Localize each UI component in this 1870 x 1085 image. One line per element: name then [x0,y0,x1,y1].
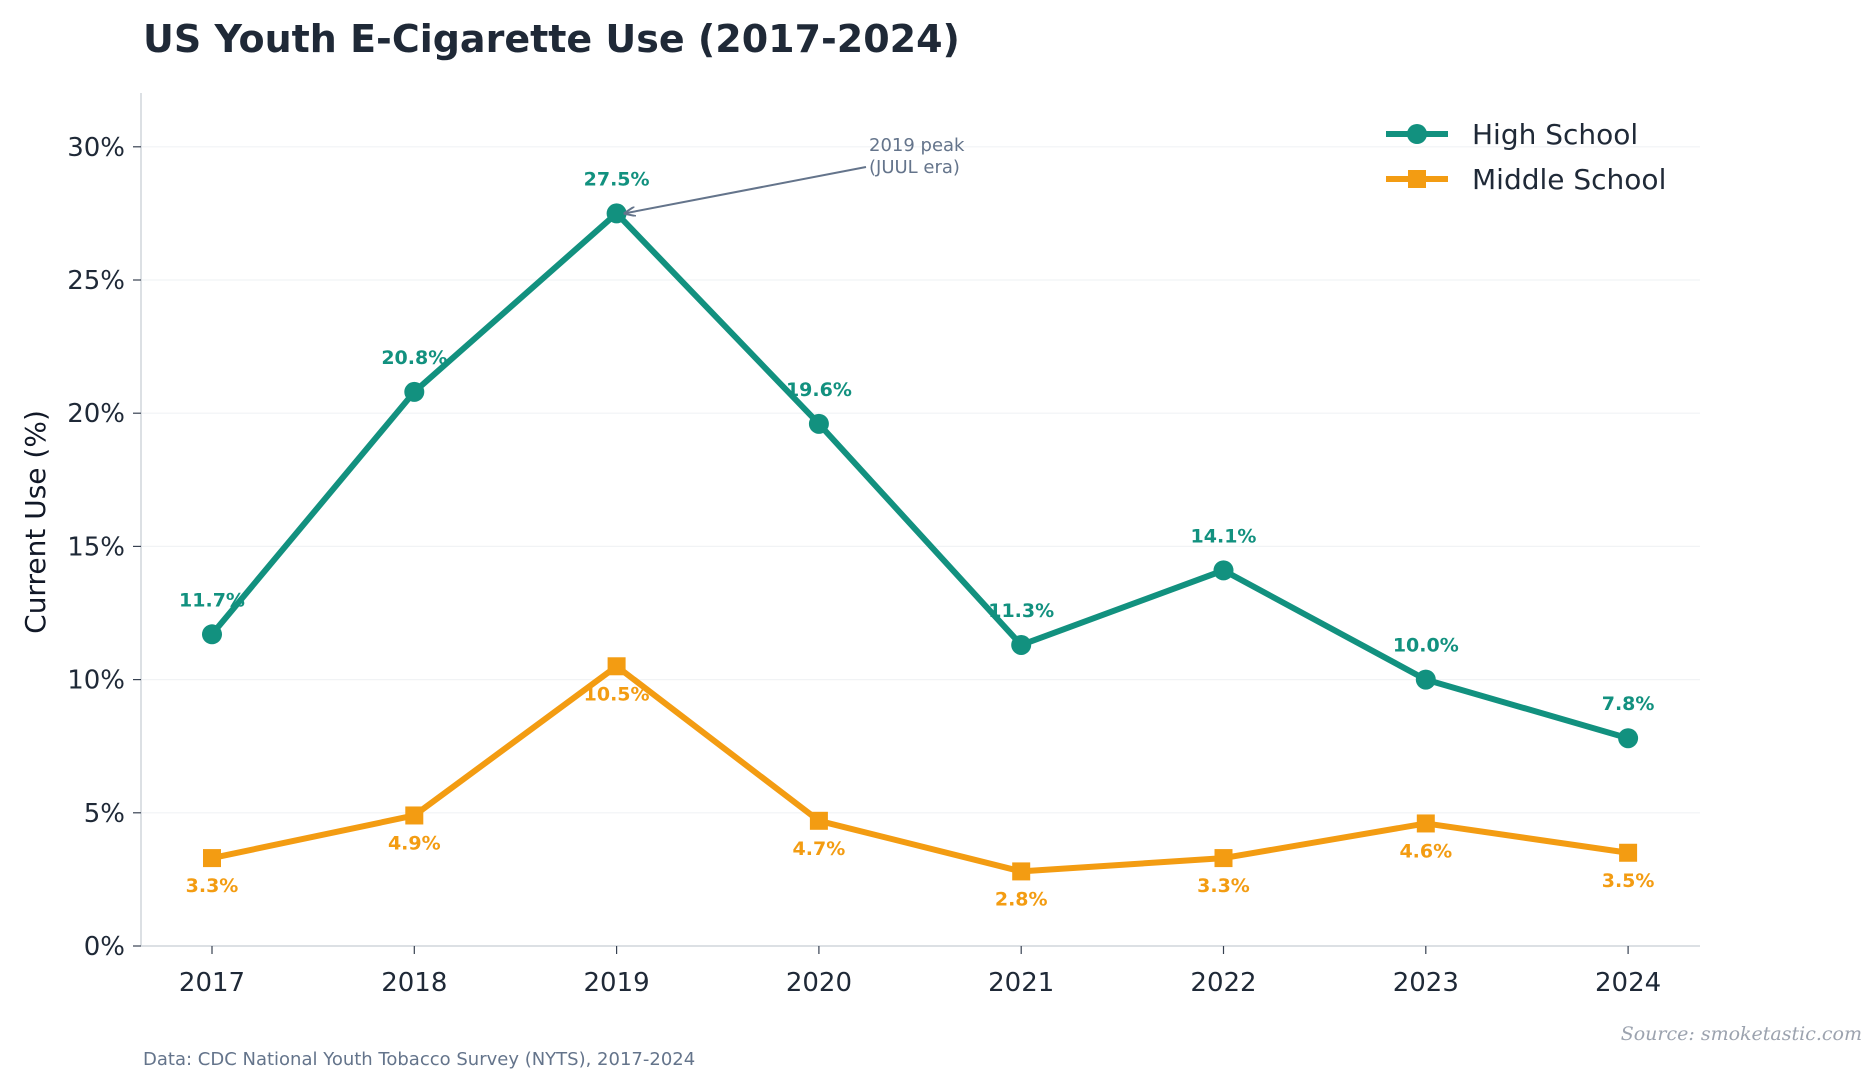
annotation-arrow [625,166,867,213]
y-tick-label: 30% [67,133,125,163]
x-tick-label: 2020 [786,968,852,998]
data-point [202,624,222,645]
data-point [606,203,627,224]
annotation: 2019 peak(JUUL era) [625,135,965,213]
footnote: Data: CDC National Youth Tobacco Survey … [143,1049,695,1070]
x-tick-label: 2024 [1595,968,1661,998]
series-middle-school: 3.3% 4.9% 10.5% 4.7% 2.8% 3.3% 4.6% 3.5% [186,657,1655,910]
series-high-school: 11.7% 20.8% 27.5% 19.6% 11.3% 14.1% 10.0% 7.8% [179,168,1655,749]
data-point [1012,862,1031,881]
data-point [1415,669,1436,690]
data-point [1214,849,1233,868]
data-point [809,811,828,830]
x-tick-label: 2018 [381,968,447,998]
data-point [1416,814,1435,833]
series-line [209,663,1632,875]
x-tick-label: 2019 [584,968,650,998]
legend: High School Middle School [1386,118,1666,196]
data-label: 11.3% [988,600,1054,622]
data-point [1213,560,1234,581]
data-point [1619,843,1638,862]
y-tick-label: 10% [67,666,125,696]
data-label: 20.8% [381,347,447,369]
data-label: 11.7% [179,589,245,611]
data-point [404,381,425,402]
chart-title: US Youth E-Cigarette Use (2017-2024) [143,17,960,61]
y-axis-label: Current Use (%) [19,410,52,634]
y-tick-label: 20% [67,399,125,429]
series-layer: 11.7%20.8%27.5%19.6%11.3%14.1%10.0%7.8%3… [179,168,1654,910]
x-tick-label: 2021 [988,968,1054,998]
x-tick-label: 2023 [1393,968,1459,998]
axes [140,93,1700,947]
data-point [808,413,829,434]
data-label: 7.8% [1602,693,1655,715]
data-point [607,657,626,676]
data-point [1011,634,1032,655]
data-label: 10.0% [1393,635,1459,657]
x-tick-labels: 2017 2018 2019 2020 2021 2022 2023 2024 [179,946,1661,998]
legend-label: High School [1472,118,1638,151]
data-label: 3.5% [1602,870,1655,892]
y-tick-label: 0% [84,932,125,962]
legend-label: Middle School [1472,163,1666,196]
data-label: 10.5% [584,683,650,705]
data-label: 4.7% [793,838,846,860]
series-line [209,210,1632,742]
data-label: 3.3% [1197,875,1250,897]
y-tick-label: 25% [67,266,125,296]
y-tick-label: 15% [67,532,125,562]
legend-marker [1407,124,1427,144]
source-credit: Source: smoketastic.com [1621,1023,1862,1045]
annotation-text: 2019 peak [869,135,965,156]
annotation-text: (JUUL era) [869,157,960,178]
legend-item: Middle School [1386,163,1666,196]
data-label: 3.3% [186,875,239,897]
data-point [405,806,424,825]
legend-item: High School [1386,118,1638,151]
data-label: 4.6% [1399,840,1452,862]
y-tick-labels: 0% 5% 10% 15% 20% 25% 30% [67,133,141,962]
data-label: 4.9% [388,832,441,854]
x-tick-label: 2017 [179,968,245,998]
gridlines [141,146,1700,814]
data-point [203,849,221,868]
data-label: 19.6% [786,379,852,401]
data-label: 27.5% [584,168,650,190]
y-tick-label: 5% [84,799,125,829]
data-label: 2.8% [995,888,1048,910]
data-label: 14.1% [1191,525,1257,547]
legend-marker [1408,170,1426,188]
data-point [1618,728,1639,749]
x-tick-label: 2022 [1190,968,1256,998]
